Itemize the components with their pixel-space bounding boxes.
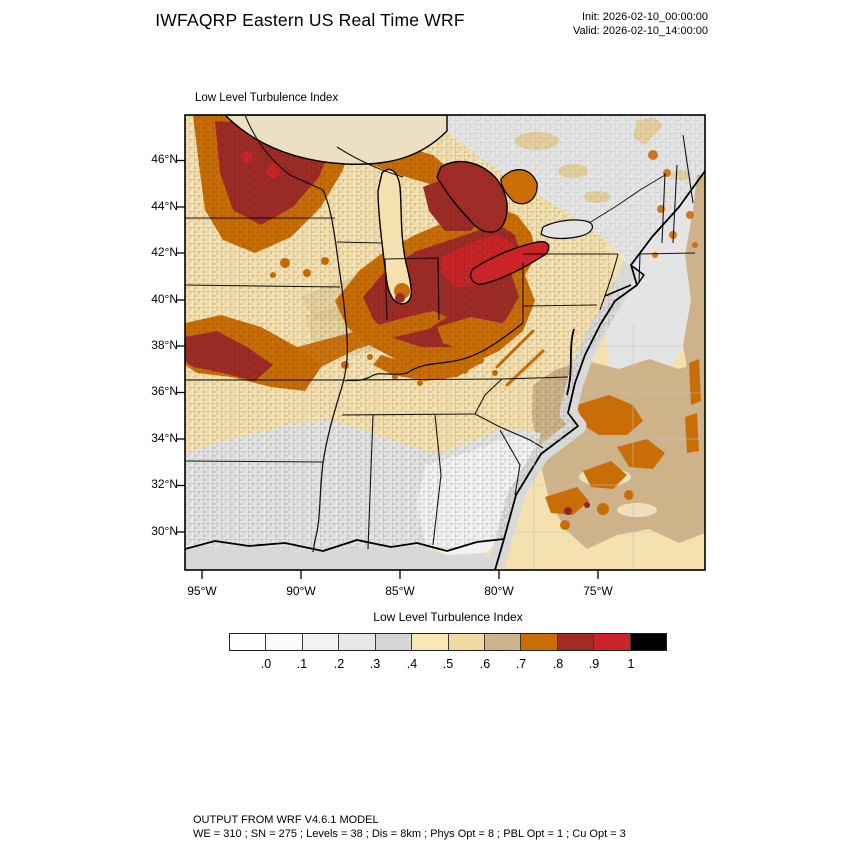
colorbar-tick: .3 [369, 657, 381, 671]
great-lakes [224, 115, 594, 305]
lon-tick-marks [201, 570, 599, 579]
lake-michigan [377, 168, 412, 305]
lake-huron [436, 160, 508, 233]
lake-ontario [540, 219, 594, 240]
footer-model-info: OUTPUT FROM WRF V4.6.1 MODEL WE = 310 ; … [193, 814, 626, 841]
map-border [184, 114, 706, 571]
colorbar-tick: .1 [296, 657, 308, 671]
georgian-bay [500, 169, 538, 205]
lat-label-34n: 34°N [151, 431, 178, 445]
chesapeake-bay [566, 328, 575, 396]
lon-label-80w: 80°W [484, 584, 514, 598]
colorbar-tick: .8 [552, 657, 564, 671]
colorbar-tick: .2 [333, 657, 345, 671]
colorbar-cell [556, 634, 594, 650]
st-lawrence-river [588, 174, 666, 224]
lon-label-75w: 75°W [583, 584, 613, 598]
lat-label-30n: 30°N [151, 524, 178, 538]
turbulence-map [176, 114, 706, 579]
lon-label-95w: 95°W [187, 584, 217, 598]
lat-label-32n: 32°N [151, 477, 178, 491]
colorbar-cell [520, 634, 557, 650]
lat-label-46n: 46°N [151, 152, 178, 166]
init-valid-times: Init: 2026-02-10_00:00:00 Valid: 2026-02… [573, 11, 708, 38]
colorbar-tick: .0 [260, 657, 272, 671]
colorbar-cell [629, 634, 667, 650]
colorbar-tick: .9 [588, 657, 600, 671]
colorbar-tick: .4 [406, 657, 418, 671]
graticule-lines [515, 325, 705, 570]
colorbar-tick: 1 [627, 657, 635, 671]
colorbar [229, 633, 667, 651]
footer-line-2: WE = 310 ; SN = 275 ; Levels = 38 ; Dis … [193, 827, 626, 840]
map-plot-area [185, 115, 705, 570]
gulf-of-mexico [185, 545, 495, 570]
lon-label-90w: 90°W [286, 584, 316, 598]
colorbar-cell [483, 634, 521, 650]
colorbar-cell [230, 634, 266, 650]
lat-label-36n: 36°N [151, 384, 178, 398]
lat-label-38n: 38°N [151, 338, 178, 352]
map-field-label: Low Level Turbulence Index [195, 92, 339, 104]
colorbar-tick: .6 [479, 657, 491, 671]
colorbar-cell [301, 634, 339, 650]
page-title: IWFAQRP Eastern US Real Time WRF [155, 10, 465, 30]
colorbar-title: Low Level Turbulence Index [373, 610, 523, 624]
lat-label-42n: 42°N [151, 245, 178, 259]
lat-label-44n: 44°N [151, 199, 178, 213]
colorbar-tick: .7 [515, 657, 527, 671]
colorbar-cell [374, 634, 412, 650]
colorbar-cell [593, 634, 630, 650]
colorbar-cell [338, 634, 375, 650]
valid-time: Valid: 2026-02-10_14:00:00 [573, 24, 708, 37]
footer-line-1: OUTPUT FROM WRF V4.6.1 MODEL [193, 814, 379, 826]
lat-label-40n: 40°N [151, 292, 178, 306]
lon-label-85w: 85°W [385, 584, 415, 598]
lake-michigan-south-red [395, 293, 405, 303]
coastline [185, 170, 705, 570]
mississippi-river [312, 189, 349, 553]
colorbar-cell [411, 634, 448, 650]
lat-tick-marks [176, 159, 185, 533]
colorbar-tick: .5 [442, 657, 454, 671]
state-borders [185, 115, 696, 553]
init-time: Init: 2026-02-10_00:00:00 [582, 11, 708, 23]
colorbar-cell [265, 634, 302, 650]
offshore-orange-patches [545, 359, 701, 530]
colorbar-cell [447, 634, 484, 650]
